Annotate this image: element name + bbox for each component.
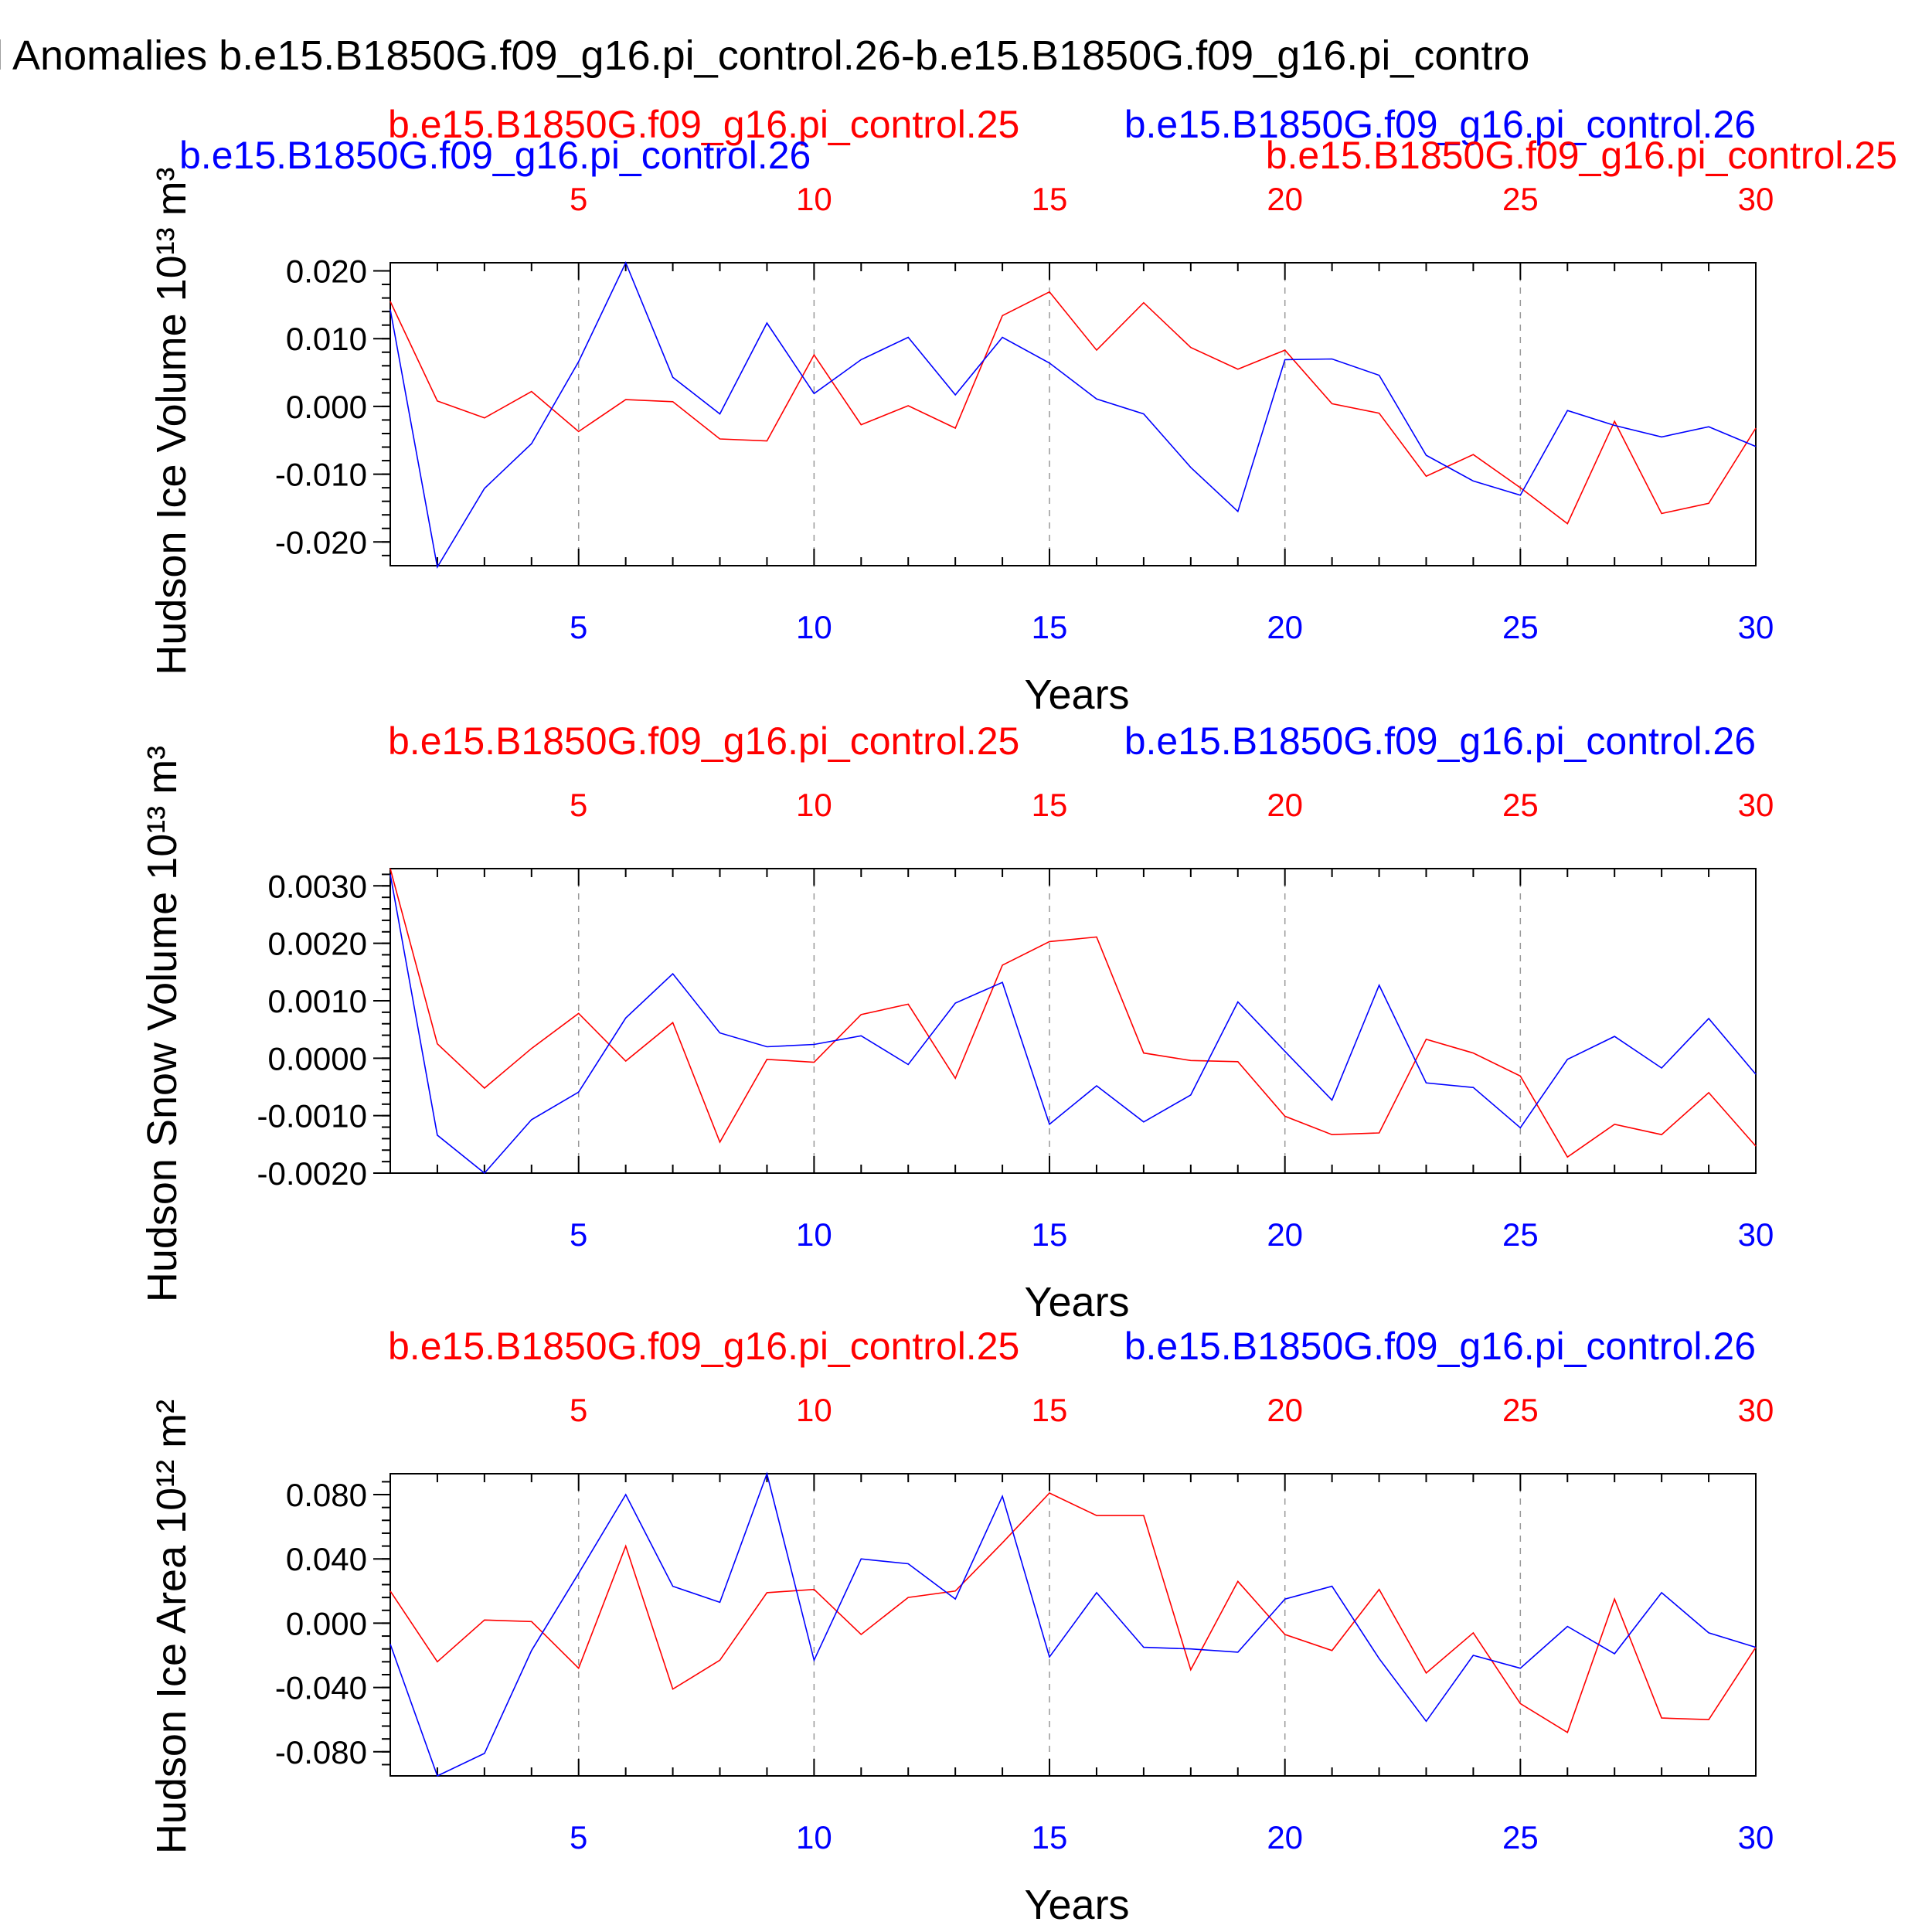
y-tick-label: 0.000 bbox=[286, 389, 367, 425]
x-tick-label-bottom: 10 bbox=[796, 1216, 832, 1253]
series-line-red bbox=[389, 868, 1757, 1158]
x-tick-label-top: 5 bbox=[570, 1392, 587, 1428]
x-tick-label-bottom: 5 bbox=[570, 1819, 587, 1855]
x-tick-label-bottom: 25 bbox=[1502, 609, 1539, 645]
x-tick-label-top: 20 bbox=[1267, 1392, 1303, 1428]
x-tick-label-top: 5 bbox=[570, 181, 587, 217]
y-tick-label: 0.000 bbox=[286, 1605, 367, 1641]
x-tick-label-top: 20 bbox=[1267, 181, 1303, 217]
x-tick-label-top: 20 bbox=[1267, 787, 1303, 823]
x-tick-label-bottom: 15 bbox=[1032, 1819, 1068, 1855]
x-axis-title: Years bbox=[1024, 1279, 1129, 1325]
x-tick-label-top: 10 bbox=[796, 1392, 832, 1428]
x-tick-label-bottom: 20 bbox=[1267, 1216, 1303, 1253]
x-tick-label-bottom: 15 bbox=[1032, 1216, 1068, 1253]
legend-label-blue: b.e15.B1850G.f09_g16.pi_control.26 bbox=[1124, 103, 1756, 146]
y-tick-label: -0.020 bbox=[275, 524, 367, 560]
x-tick-label-bottom: 30 bbox=[1738, 609, 1774, 645]
y-tick-label: -0.080 bbox=[275, 1734, 367, 1770]
x-tick-label-top: 15 bbox=[1032, 181, 1068, 217]
x-axis-title: Years bbox=[1024, 1882, 1129, 1928]
x-tick-label-top: 30 bbox=[1738, 787, 1774, 823]
chart-panel-3: -0.080 -0.040 0.000 0.040 0.080 5 5 10 10 15 15 20 2… bbox=[148, 1325, 1774, 1928]
x-tick-label-bottom: 10 bbox=[796, 609, 832, 645]
series-line-red bbox=[389, 1492, 1757, 1733]
y-tick-label: 0.010 bbox=[286, 321, 367, 357]
x-tick-label-bottom: 15 bbox=[1032, 609, 1068, 645]
y-tick-label: 0.040 bbox=[286, 1541, 367, 1577]
x-tick-label-top: 10 bbox=[796, 787, 832, 823]
x-tick-label-top: 10 bbox=[796, 181, 832, 217]
main-title: l Anomalies b.e15.B1850G.f09_g16.pi_cont… bbox=[0, 32, 1529, 79]
plot-frame bbox=[389, 868, 1757, 1174]
x-tick-label-top: 15 bbox=[1032, 787, 1068, 823]
legend-label-red: b.e15.B1850G.f09_g16.pi_control.25 bbox=[388, 103, 1019, 146]
chart-panel-1: -0.020 -0.010 0.000 0.010 0.020 5 5 10 10 15 15 20 2… bbox=[148, 103, 1897, 718]
x-tick-label-bottom: 30 bbox=[1738, 1216, 1774, 1253]
y-tick-label: 0.0000 bbox=[268, 1040, 367, 1077]
x-tick-label-bottom: 5 bbox=[570, 609, 587, 645]
chart-panel-2: -0.0020 -0.0010 0.0000 0.0010 0.0020 0.0030 5 5… bbox=[139, 719, 1774, 1325]
y-tick-label: -0.0010 bbox=[257, 1098, 367, 1134]
x-tick-label-top: 25 bbox=[1502, 1392, 1539, 1428]
plot-frame bbox=[389, 1473, 1757, 1777]
x-tick-label-top: 30 bbox=[1738, 1392, 1774, 1428]
x-tick-label-bottom: 5 bbox=[570, 1216, 587, 1253]
x-tick-label-bottom: 20 bbox=[1267, 609, 1303, 645]
legend-label-blue: b.e15.B1850G.f09_g16.pi_control.26 bbox=[1124, 1325, 1756, 1368]
x-tick-label-top: 25 bbox=[1502, 787, 1539, 823]
chart-panels: -0.020 -0.010 0.000 0.010 0.020 5 5 10 10 15 15 20 2… bbox=[139, 103, 1897, 1928]
x-tick-label-bottom: 20 bbox=[1267, 1819, 1303, 1855]
x-tick-label-top: 30 bbox=[1738, 181, 1774, 217]
x-tick-label-bottom: 30 bbox=[1738, 1819, 1774, 1855]
x-axis-title: Years bbox=[1024, 672, 1129, 718]
legend-label-blue: b.e15.B1850G.f09_g16.pi_control.26 bbox=[1124, 719, 1756, 763]
y-axis-title: Hudson Ice Volume 10¹³ m³ bbox=[148, 167, 195, 675]
series-line-blue bbox=[389, 261, 1757, 570]
y-tick-label: 0.080 bbox=[286, 1477, 367, 1513]
y-tick-label: -0.0020 bbox=[257, 1155, 367, 1192]
legend-label-red: b.e15.B1850G.f09_g16.pi_control.25 bbox=[388, 1325, 1019, 1368]
legend-label-red: b.e15.B1850G.f09_g16.pi_control.25 bbox=[1266, 134, 1897, 177]
legend-label-red: b.e15.B1850G.f09_g16.pi_control.25 bbox=[388, 719, 1019, 763]
series-line-red bbox=[389, 291, 1757, 525]
x-tick-label-top: 5 bbox=[570, 787, 587, 823]
x-tick-label-bottom: 25 bbox=[1502, 1819, 1539, 1855]
y-tick-label: -0.040 bbox=[275, 1670, 367, 1706]
x-tick-label-top: 15 bbox=[1032, 1392, 1068, 1428]
series-line-blue bbox=[389, 874, 1757, 1175]
y-tick-label: 0.0020 bbox=[268, 926, 367, 962]
y-tick-label: 0.0010 bbox=[268, 983, 367, 1019]
y-tick-label: -0.010 bbox=[275, 457, 367, 493]
y-tick-label: 0.020 bbox=[286, 253, 367, 290]
series-line-blue bbox=[389, 1471, 1757, 1777]
x-tick-label-top: 25 bbox=[1502, 181, 1539, 217]
y-axis-title: Hudson Snow Volume 10¹³ m³ bbox=[139, 746, 185, 1302]
plot-frame bbox=[389, 262, 1757, 566]
legend-label-blue: b.e15.B1850G.f09_g16.pi_control.26 bbox=[179, 134, 811, 177]
y-axis-title: Hudson Ice Area 10¹² m² bbox=[148, 1400, 195, 1854]
y-tick-label: 0.0030 bbox=[268, 868, 367, 904]
x-tick-label-bottom: 10 bbox=[796, 1819, 832, 1855]
x-tick-label-bottom: 25 bbox=[1502, 1216, 1539, 1253]
